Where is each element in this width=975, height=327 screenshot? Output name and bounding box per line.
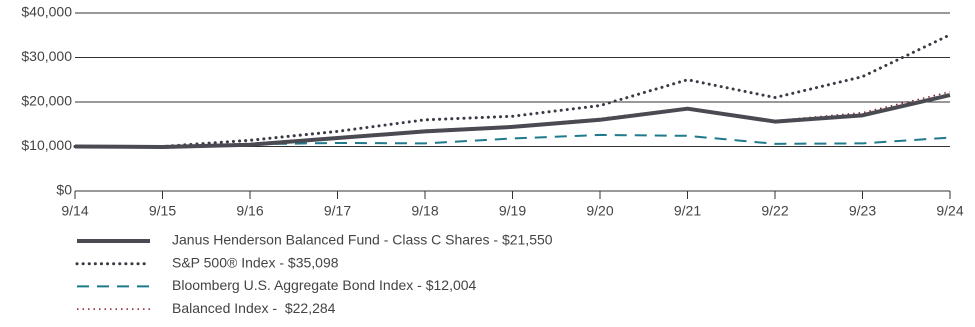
x-tick-label: 9/22 <box>761 203 788 219</box>
series-line <box>73 33 952 148</box>
y-tick-label: $30,000 <box>21 48 72 64</box>
legend-label: Bloomberg U.S. Aggregate Bond Index - $1… <box>172 277 477 293</box>
y-tick-label: $40,000 <box>21 4 72 20</box>
x-tick-label: 9/16 <box>236 203 263 219</box>
y-tick-label: $0 <box>56 182 72 198</box>
y-tick-label: $20,000 <box>21 93 72 109</box>
x-tick-label: 9/14 <box>61 203 88 219</box>
x-tick-label: 9/23 <box>849 203 876 219</box>
y-tick-label: $10,000 <box>21 137 72 153</box>
x-tick-label: 9/24 <box>936 203 963 219</box>
x-tick-label: 9/18 <box>411 203 438 219</box>
x-tick-label: 9/17 <box>324 203 351 219</box>
x-tick-label: 9/20 <box>586 203 613 219</box>
legend-label: Balanced Index - $22,284 <box>172 300 336 316</box>
x-tick-label: 9/15 <box>149 203 176 219</box>
x-tick-label: 9/19 <box>499 203 526 219</box>
legend-label: S&P 500® Index - $35,098 <box>172 254 339 270</box>
legend-label: Janus Henderson Balanced Fund - Class C … <box>172 232 553 248</box>
x-tick-label: 9/21 <box>674 203 701 219</box>
series-line <box>74 93 951 149</box>
